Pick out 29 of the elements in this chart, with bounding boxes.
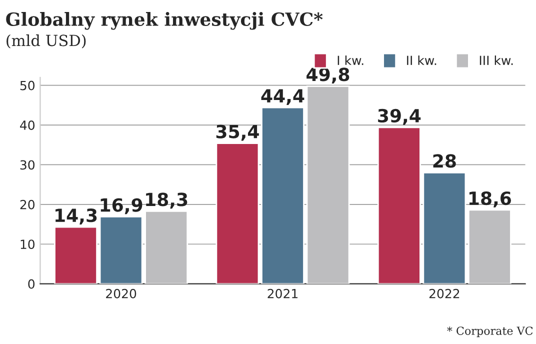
data-label: 14,3 [56, 208, 97, 224]
chart-title: Globalny rynek inwestycji CVC* [6, 12, 323, 30]
data-label: 18,6 [469, 191, 512, 208]
y-tick-label: 20 [20, 200, 35, 210]
y-tick-label: 30 [20, 160, 35, 170]
chart-subtitle: (mld USD) [6, 34, 86, 48]
legend-label: I kw. [338, 55, 364, 65]
data-label: 49,8 [306, 68, 350, 84]
data-label: 28 [433, 154, 456, 168]
legend-label: III kw. [480, 55, 513, 65]
bar [216, 142, 260, 284]
y-tick-label: 50 [20, 80, 35, 90]
data-label: 35,4 [216, 124, 259, 141]
bar [468, 209, 512, 284]
legend-label: II kw. [407, 55, 436, 65]
bar [261, 106, 304, 284]
data-label: 18,3 [146, 192, 188, 209]
y-tick-label: 0 [28, 279, 35, 289]
bar [54, 226, 98, 284]
y-tick-label: 40 [20, 120, 35, 130]
y-tick-label: 10 [20, 240, 35, 250]
data-label: 39,4 [378, 108, 421, 125]
data-label: 44,4 [261, 89, 304, 105]
x-tick-label: 2021 [268, 288, 298, 298]
x-tick-label: 2022 [429, 288, 460, 298]
x-tick-label: 2020 [106, 288, 136, 298]
text: * Corporate VC [447, 326, 533, 338]
data-label: 16,9 [100, 198, 142, 214]
bar [306, 85, 350, 284]
